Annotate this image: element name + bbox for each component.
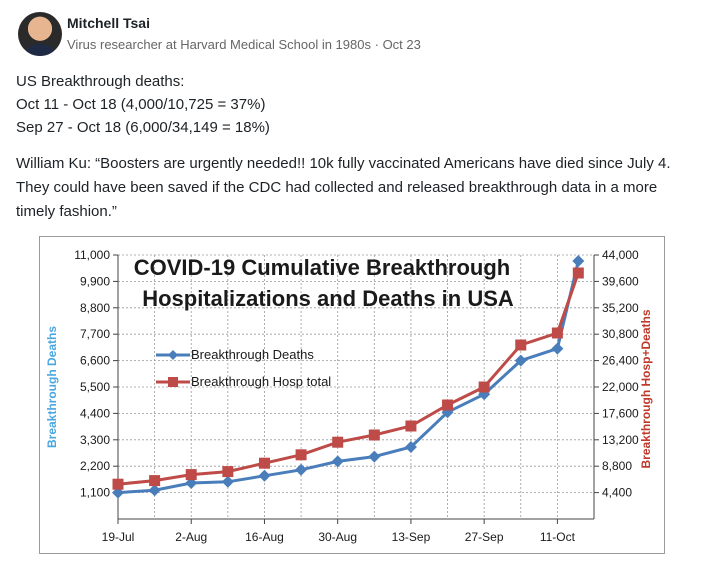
chart-title-line1: COVID-19 Cumulative Breakthrough [134, 255, 511, 280]
y2-axis-label: Breakthrough Hosp+Deaths [639, 309, 653, 468]
deaths-data-point [258, 469, 271, 482]
hosp-data-point [222, 466, 234, 478]
chart-tick-labels: 1,100 2,200 3,300 4,400 5,500 6,600 7,700 8,800… [74, 248, 639, 544]
hosp-data-point [572, 267, 584, 279]
x-tick-label: 30-Aug [318, 530, 357, 544]
chart-svg: 1,100 2,200 3,300 4,400 5,500 6,600 7,700 8,800… [45, 248, 653, 544]
x-tick-label: 27-Sep [465, 530, 504, 544]
legend-hosp-marker [168, 377, 178, 387]
chart-title-line2: Hospitalizations and Deaths in USA [142, 286, 514, 311]
y-tick-label: 9,900 [80, 274, 110, 288]
y-tick-label: 8,800 [80, 301, 110, 315]
y-tick-label: 2,200 [80, 459, 110, 473]
y-tick-label: 3,300 [80, 433, 110, 447]
legend-hosp-label: Breakthrough Hosp total [191, 374, 331, 389]
x-tick-label: 16-Aug [245, 530, 284, 544]
y-tick-label: 6,600 [80, 354, 110, 368]
x-tick-label: 11-Oct [540, 530, 576, 544]
y2-tick-label: 44,000 [602, 248, 639, 262]
x-tick-label: 19-Jul [102, 530, 135, 544]
chart-image: 1,100 2,200 3,300 4,400 5,500 6,600 7,700 8,800… [39, 236, 665, 554]
hosp-data-point [258, 457, 270, 469]
deaths-data-point [148, 484, 161, 497]
post-text: US Breakthrough deaths: Oct 11 - Oct 18 … [16, 70, 692, 139]
meta-separator: · [374, 37, 379, 52]
y2-tick-label: 4,400 [602, 486, 632, 500]
chart-axes [113, 254, 599, 524]
author-headline: Virus researcher at Harvard Medical Scho… [67, 37, 371, 52]
hosp-data-point [405, 420, 417, 432]
deaths-data-point [331, 455, 344, 468]
post-header: Mitchell Tsai Virus researcher at Harvar… [16, 10, 696, 60]
deaths-data-point [295, 463, 308, 476]
chart-legend: Breakthrough Deaths Breakthrough Hosp to… [156, 347, 331, 389]
deaths-data-point [404, 441, 417, 453]
y-tick-label: 7,700 [80, 327, 110, 341]
deaths-data-point [368, 450, 381, 463]
deaths-series-line [117, 260, 580, 495]
hosp-data-point [478, 381, 490, 393]
y-tick-label: 1,100 [80, 486, 110, 500]
y2-tick-label: 22,000 [602, 380, 639, 394]
y2-tick-label: 17,600 [602, 406, 639, 420]
deaths-data-point [551, 342, 564, 355]
hosp-data-point [368, 429, 380, 441]
author-name[interactable]: Mitchell Tsai [67, 15, 150, 31]
hosp-series-line [117, 272, 580, 486]
y2-tick-label: 30,800 [602, 327, 639, 341]
hosp-data-point [149, 475, 161, 487]
post-line: Oct 11 - Oct 18 (4,000/10,725 = 37%) [16, 96, 266, 113]
author-meta: Virus researcher at Harvard Medical Scho… [67, 37, 421, 52]
hosp-data-point [442, 399, 454, 411]
legend-deaths-marker [168, 350, 178, 360]
y2-tick-label: 26,400 [602, 354, 639, 368]
y-tick-label: 5,500 [80, 380, 110, 394]
deaths-data-point [514, 354, 527, 367]
y-tick-label: 4,400 [80, 406, 110, 420]
x-tick-label: 13-Sep [392, 530, 431, 544]
y2-tick-label: 13,200 [602, 433, 639, 447]
hosp-data-point [515, 339, 527, 351]
deaths-data-point [221, 475, 234, 488]
y-tick-label: 11,000 [74, 248, 110, 262]
hosp-data-point [112, 478, 124, 490]
x-tick-label: 2-Aug [175, 530, 207, 544]
post-quote: William Ku: “Boosters are urgently neede… [16, 155, 671, 220]
chart-series [112, 255, 585, 499]
post-line: Sep 27 - Oct 18 (6,000/34,149 = 18%) [16, 119, 270, 136]
hosp-data-point [551, 327, 563, 339]
post-date[interactable]: Oct 23 [382, 37, 421, 52]
deaths-data-point [572, 255, 585, 267]
legend-deaths-label: Breakthrough Deaths [191, 347, 314, 362]
hosp-data-point [295, 449, 307, 461]
hosp-data-point [185, 469, 197, 481]
hosp-data-point [332, 436, 344, 448]
y-axis-label: Breakthrough Deaths [45, 326, 59, 448]
y2-tick-label: 35,200 [602, 301, 639, 315]
y2-tick-label: 8,800 [602, 459, 632, 473]
author-avatar[interactable] [18, 12, 62, 56]
y2-tick-label: 39,600 [602, 274, 639, 288]
post-line: US Breakthrough deaths: [16, 73, 185, 90]
